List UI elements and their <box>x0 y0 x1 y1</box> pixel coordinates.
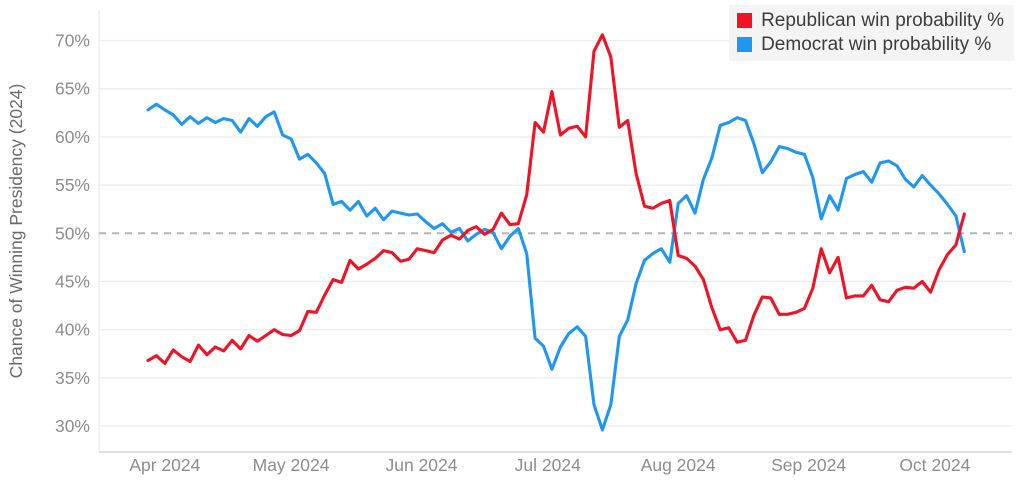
y-tick-label: 70% <box>55 31 90 51</box>
y-axis-title: Chance of Winning Presidency (2024) <box>6 84 26 379</box>
legend-item-republican[interactable]: Republican win probability % <box>737 10 1004 31</box>
x-tick-label: Sep 2024 <box>771 455 846 475</box>
y-tick-label: 55% <box>55 175 90 195</box>
y-tick-label: 65% <box>55 79 90 99</box>
y-tick-label: 50% <box>55 223 90 243</box>
legend-item-democrat[interactable]: Democrat win probability % <box>737 34 1004 55</box>
x-tick-label: Aug 2024 <box>641 455 716 475</box>
y-tick-label: 30% <box>55 416 90 436</box>
x-tick-label: Jul 2024 <box>515 455 581 475</box>
y-tick-label: 60% <box>55 127 90 147</box>
legend-swatch-icon <box>737 13 753 28</box>
chart-legend: Republican win probability % Democrat win… <box>729 5 1014 61</box>
y-tick-label: 45% <box>55 271 90 291</box>
y-tick-label: 35% <box>55 368 90 388</box>
x-tick-label: May 2024 <box>253 455 330 475</box>
republican-series-line <box>146 33 966 365</box>
legend-label: Republican win probability % <box>761 10 1004 31</box>
x-tick-label: Apr 2024 <box>129 455 200 475</box>
x-tick-label: Jun 2024 <box>385 455 457 475</box>
y-tick-label: 40% <box>55 320 90 340</box>
democrat-series-line <box>146 102 966 432</box>
legend-label: Democrat win probability % <box>761 34 992 55</box>
legend-swatch-icon <box>737 37 753 52</box>
x-tick-label: Oct 2024 <box>899 455 970 475</box>
